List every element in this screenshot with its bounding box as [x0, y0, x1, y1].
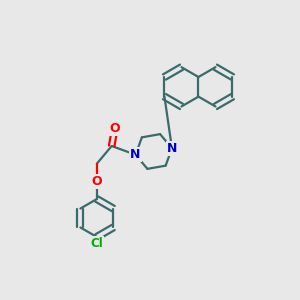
- Text: O: O: [92, 175, 102, 188]
- Text: O: O: [110, 122, 120, 136]
- Text: Cl: Cl: [90, 237, 103, 250]
- Text: N: N: [167, 142, 177, 155]
- Text: N: N: [130, 148, 141, 161]
